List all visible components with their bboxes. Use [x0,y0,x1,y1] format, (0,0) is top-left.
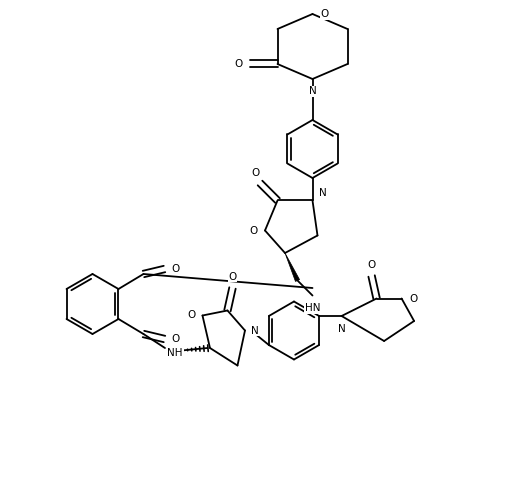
Text: HN: HN [305,303,321,313]
Text: O: O [187,311,195,321]
Text: O: O [172,264,180,274]
Text: O: O [251,168,259,178]
Text: N: N [309,86,316,96]
Text: N: N [318,188,326,198]
Text: O: O [172,334,180,344]
Text: O: O [228,272,236,282]
Text: O: O [367,259,376,270]
Text: O: O [250,225,258,236]
Text: O: O [321,9,329,19]
Text: O: O [410,293,418,303]
Text: NH: NH [168,348,183,358]
Text: O: O [234,59,243,69]
Text: N: N [251,326,259,335]
Polygon shape [285,253,300,282]
Text: N: N [338,324,346,333]
